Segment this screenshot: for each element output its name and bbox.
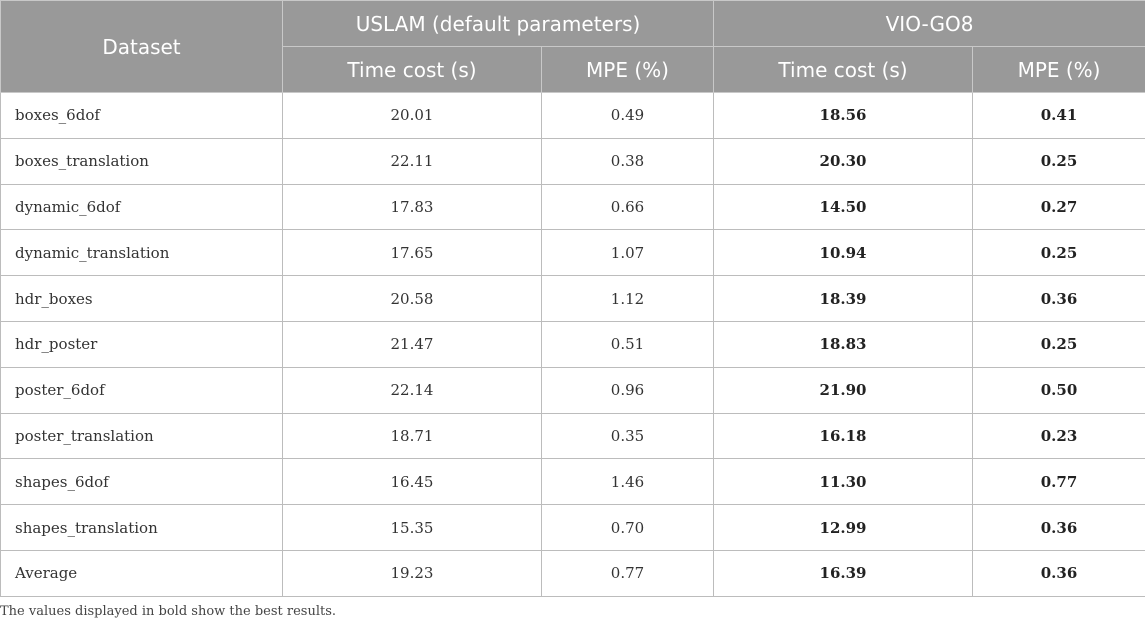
cell-uslam-mpe: 0.49 [540,92,715,139]
table-row: boxes_translation 22.11 0.38 20.30 0.25 [0,137,1145,185]
table-body: boxes_6dof 20.01 0.49 18.56 0.41 boxes_transl… [0,92,1145,597]
header-uslam-time-cost: Time cost (s) [282,46,542,93]
table-row: hdr_poster 21.47 0.51 18.83 0.25 [0,320,1145,368]
cell-uslam-mpe: 1.46 [540,458,715,506]
cell-uslam-mpe: 0.51 [540,320,715,368]
cell-uslam-time-cost: 22.11 [282,137,542,185]
table-row: Average 19.23 0.77 16.39 0.36 [0,549,1145,597]
cell-dataset: hdr_boxes [0,275,283,322]
header-row-groups: Dataset USLAM (default parameters) VIO-G… [0,0,1145,93]
cell-dataset: Average [0,549,283,597]
cell-vio-mpe: 0.25 [972,320,1145,368]
cell-dataset: poster_translation [0,412,283,460]
header-vio-mpe: MPE (%) [972,46,1145,93]
cell-uslam-mpe: 0.70 [540,504,715,551]
cell-vio-time-cost: 10.94 [713,229,974,277]
table-row: shapes_translation 15.35 0.70 12.99 0.36 [0,504,1145,551]
cell-uslam-mpe: 0.96 [540,366,715,414]
cell-uslam-mpe: 0.38 [540,137,715,185]
cell-uslam-time-cost: 15.35 [282,504,542,551]
cell-vio-time-cost: 21.90 [713,366,974,414]
cell-dataset: boxes_translation [0,137,283,185]
header-vio-time-cost: Time cost (s) [713,46,974,93]
cell-uslam-time-cost: 22.14 [282,366,542,414]
cell-vio-time-cost: 11.30 [713,458,974,506]
cell-vio-mpe: 0.23 [972,412,1145,460]
cell-uslam-mpe: 1.12 [540,275,715,322]
cell-uslam-time-cost: 21.47 [282,320,542,368]
cell-dataset: shapes_6dof [0,458,283,506]
cell-vio-mpe: 0.36 [972,275,1145,322]
table-row: poster_translation 18.71 0.35 16.18 0.23 [0,412,1145,460]
header-dataset: Dataset [0,0,283,93]
results-table: Dataset USLAM (default parameters) VIO-G… [0,0,1145,597]
cell-vio-time-cost: 16.18 [713,412,974,460]
cell-vio-mpe: 0.25 [972,229,1145,277]
cell-uslam-time-cost: 17.83 [282,183,542,231]
cell-dataset: shapes_translation [0,504,283,551]
cell-vio-time-cost: 18.39 [713,275,974,322]
table-row: shapes_6dof 16.45 1.46 11.30 0.77 [0,458,1145,506]
header-group-uslam: USLAM (default parameters) [281,0,715,47]
cell-dataset: dynamic_translation [0,229,283,277]
cell-vio-time-cost: 16.39 [713,549,974,597]
cell-vio-time-cost: 18.83 [713,320,974,368]
cell-vio-mpe: 0.41 [972,92,1145,139]
table-row: dynamic_6dof 17.83 0.66 14.50 0.27 [0,183,1145,231]
cell-vio-time-cost: 12.99 [713,504,974,551]
header-uslam-mpe: MPE (%) [540,46,715,93]
cell-vio-time-cost: 20.30 [713,137,974,185]
cell-uslam-time-cost: 16.45 [282,458,542,506]
cell-vio-mpe: 0.36 [972,504,1145,551]
table-row: poster_6dof 22.14 0.96 21.90 0.50 [0,366,1145,414]
cell-vio-mpe: 0.25 [972,137,1145,185]
table-footnote: The values displayed in bold show the be… [0,604,337,619]
cell-vio-mpe: 0.50 [972,366,1145,414]
cell-uslam-time-cost: 19.23 [282,549,542,597]
table-row: dynamic_translation 17.65 1.07 10.94 0.25 [0,229,1145,277]
table-row: hdr_boxes 20.58 1.12 18.39 0.36 [0,275,1145,322]
cell-uslam-time-cost: 18.71 [282,412,542,460]
cell-uslam-time-cost: 20.01 [282,92,542,139]
header-group-vio-go8: VIO-GO8 [713,0,1145,47]
cell-dataset: dynamic_6dof [0,183,283,231]
cell-dataset: hdr_poster [0,320,283,368]
cell-uslam-mpe: 0.66 [540,183,715,231]
cell-vio-time-cost: 14.50 [713,183,974,231]
cell-dataset: poster_6dof [0,366,283,414]
table-header: Dataset USLAM (default parameters) VIO-G… [0,0,1145,93]
cell-vio-mpe: 0.77 [972,458,1145,506]
cell-dataset: boxes_6dof [0,92,283,139]
table-row: boxes_6dof 20.01 0.49 18.56 0.41 [0,92,1145,139]
cell-vio-mpe: 0.27 [972,183,1145,231]
cell-vio-mpe: 0.36 [972,549,1145,597]
header-row-metrics: Time cost (s) MPE (%) Time cost (s) MPE … [1,46,1145,93]
cell-vio-time-cost: 18.56 [713,92,974,139]
cell-uslam-time-cost: 17.65 [282,229,542,277]
cell-uslam-mpe: 1.07 [540,229,715,277]
cell-uslam-mpe: 0.35 [540,412,715,460]
cell-uslam-time-cost: 20.58 [282,275,542,322]
cell-uslam-mpe: 0.77 [540,549,715,597]
